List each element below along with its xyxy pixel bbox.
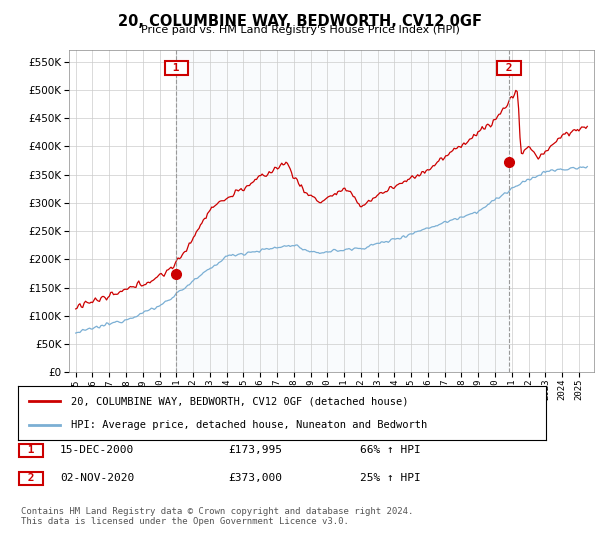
Text: 02-NOV-2020: 02-NOV-2020: [60, 473, 134, 483]
Text: Contains HM Land Registry data © Crown copyright and database right 2024.
This d: Contains HM Land Registry data © Crown c…: [21, 507, 413, 526]
Text: 25% ↑ HPI: 25% ↑ HPI: [360, 473, 421, 483]
Text: 2: 2: [21, 473, 41, 483]
Text: 20, COLUMBINE WAY, BEDWORTH, CV12 0GF (detached house): 20, COLUMBINE WAY, BEDWORTH, CV12 0GF (d…: [71, 396, 409, 407]
Text: £173,995: £173,995: [228, 445, 282, 455]
Text: 20, COLUMBINE WAY, BEDWORTH, CV12 0GF: 20, COLUMBINE WAY, BEDWORTH, CV12 0GF: [118, 14, 482, 29]
Text: 66% ↑ HPI: 66% ↑ HPI: [360, 445, 421, 455]
Text: 2: 2: [499, 63, 519, 73]
Text: 15-DEC-2000: 15-DEC-2000: [60, 445, 134, 455]
Text: 1: 1: [21, 445, 41, 455]
Text: £373,000: £373,000: [228, 473, 282, 483]
Bar: [176, 50, 509, 372]
Text: 1: 1: [166, 63, 187, 73]
Text: HPI: Average price, detached house, Nuneaton and Bedworth: HPI: Average price, detached house, Nune…: [71, 419, 427, 430]
Text: Price paid vs. HM Land Registry's House Price Index (HPI): Price paid vs. HM Land Registry's House …: [140, 25, 460, 35]
